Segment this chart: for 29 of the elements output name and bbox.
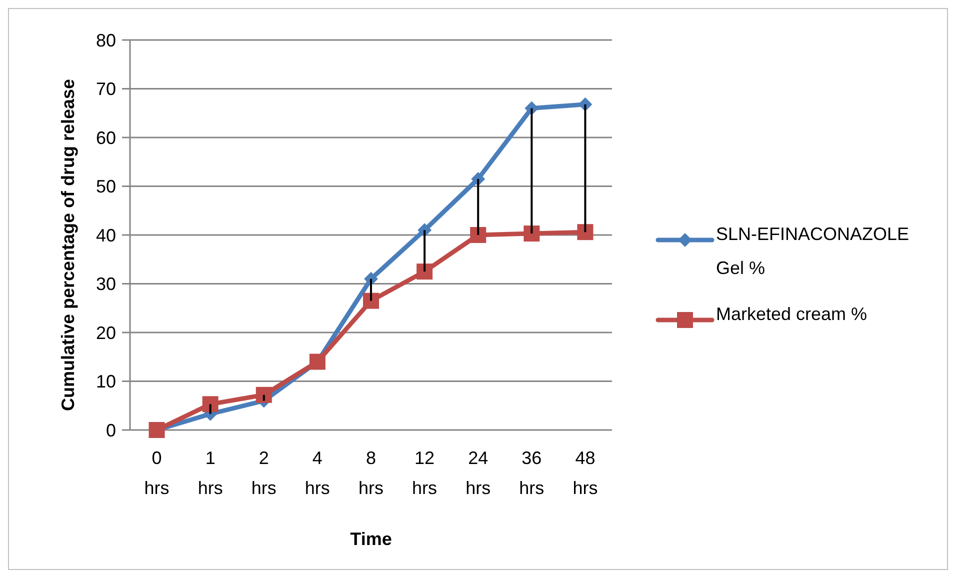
x-tick-label: 8 hrs (358, 448, 384, 498)
point (202, 396, 218, 412)
legend-label: SLN-EFINACONAZOLE Gel % (716, 224, 910, 278)
x-axis-title: Time (350, 529, 392, 549)
y-tick-label: 50 (96, 176, 116, 197)
y-tick-label: 80 (96, 30, 116, 50)
y-tick-label: 20 (96, 322, 116, 343)
point (470, 227, 486, 243)
point (524, 226, 540, 242)
point (256, 386, 272, 403)
x-tick-label: 36 hrs (519, 448, 544, 498)
x-tick-label: 4 hrs (304, 448, 330, 498)
y-tick-label: 70 (96, 79, 116, 100)
x-tick-label: 12 hrs (412, 448, 438, 498)
y-tick-label: 40 (96, 225, 116, 246)
x-tick-label: 2 hrs (251, 448, 276, 498)
x-tick-label: 24 hrs (466, 448, 491, 498)
point (416, 264, 433, 280)
x-tick-label: 48 hrs (572, 448, 598, 498)
point (363, 292, 379, 309)
y-tick-label: 60 (96, 128, 116, 148)
y-tick-label: 0 (106, 420, 116, 440)
point (577, 224, 594, 240)
x-tick-label: 0 hrs (144, 448, 170, 498)
x-tick-label: 1 hrs (198, 448, 223, 498)
legend-label: Marketed cream % (716, 304, 868, 324)
y-tick-label: 10 (96, 372, 116, 392)
y-tick-label: 30 (96, 274, 116, 294)
y-axis-title: Cumulative percentage of drug release (58, 78, 78, 412)
